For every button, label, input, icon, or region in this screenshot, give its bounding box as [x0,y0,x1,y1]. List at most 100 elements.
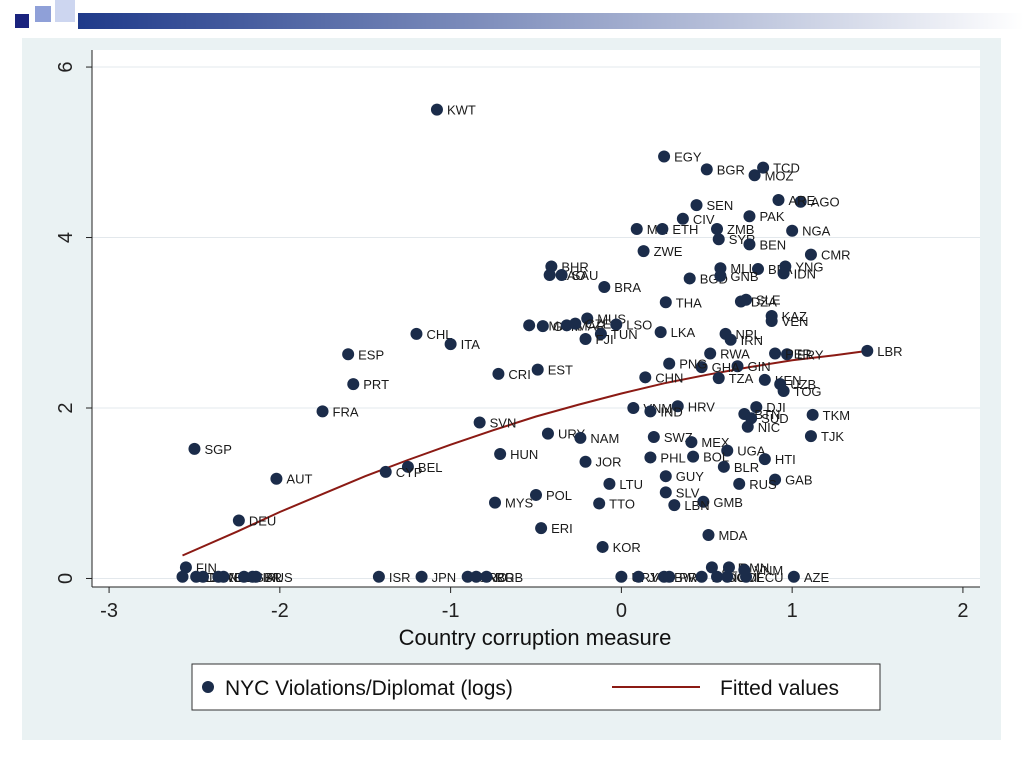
point-label: ECU [756,570,783,585]
point-label: SGP [204,442,231,457]
data-point [639,371,652,384]
data-point [704,347,717,360]
data-point [610,318,623,331]
point-label: PNG [679,357,707,372]
point-label: LBN [684,498,709,513]
point-label: ITA [461,337,481,352]
x-tick-label: 2 [957,600,968,622]
x-axis-title: Country corruption measure [399,625,672,650]
data-point [748,169,761,182]
point-label: TKM [823,408,850,423]
point-label: ERY [797,347,824,362]
data-point [659,486,672,499]
point-label: ISR [389,570,411,585]
data-point [347,378,360,391]
data-point [637,245,650,258]
data-point [712,372,725,385]
point-label: CHN [655,370,683,385]
point-label: PAK [759,209,784,224]
data-point [543,269,556,282]
point-label: GAB [785,473,812,488]
data-point [658,150,671,163]
data-point [270,472,283,485]
point-label: ETH [672,222,698,237]
point-label: BLR [734,460,759,475]
point-label: HTI [775,452,796,467]
plot-area [92,50,980,587]
axes [91,50,980,588]
data-point [659,296,672,309]
point-label: KOR [613,540,641,555]
point-label: ARG [486,570,514,585]
point-label: TCD [773,161,800,176]
point-label: GBR [254,570,282,585]
point-label: ERI [551,521,573,536]
point-label: ZMB [727,222,754,237]
point-label: VEN [782,314,809,329]
data-point [781,348,794,361]
data-point [705,561,718,574]
data-point [541,427,554,440]
point-label: SEN [707,198,734,213]
point-label: TOG [794,384,822,399]
point-label: LKA [671,325,696,340]
data-point [721,444,734,457]
point-label: MYS [505,496,534,511]
data-point [765,315,778,328]
point-label: FRA [333,404,359,419]
point-label: FJI [596,332,614,347]
y-tick-label: 2 [55,402,77,413]
point-label: EST [548,363,573,378]
y-tick-label: 4 [55,232,77,243]
point-label: THA [676,295,702,310]
data-point [690,199,703,212]
data-point [659,470,672,483]
header-square-light [55,0,75,22]
data-point [769,473,782,486]
x-tick-label: 1 [787,600,798,622]
point-label: RUS [749,477,777,492]
point-label: AGO [811,195,840,210]
data-point [772,194,785,207]
data-point [687,450,700,463]
data-point [593,497,606,510]
header-gradient-bar [78,13,1024,29]
data-point [697,495,710,508]
point-label: SLE [756,293,781,308]
legend-box [191,663,881,711]
legend-fit-label: Fitted values [720,677,839,700]
data-point [581,312,594,325]
data-point [656,223,669,235]
legend-point-marker [202,681,214,693]
point-label: MLI [730,261,752,276]
data-point [721,570,734,583]
data-point [743,238,756,251]
data-point [695,570,708,583]
data-point [603,477,616,490]
data-point [188,442,201,455]
point-label: DZA [751,294,777,309]
data-point [536,320,549,333]
data-point [494,448,507,461]
point-label: BHR [561,260,588,275]
point-label: BEN [759,237,786,252]
data-point [711,570,724,583]
data-point [683,272,696,285]
data-point [579,455,592,468]
data-point [574,431,587,444]
point-label: KWT [447,103,476,118]
legend-points-label: NYC Violations/Diplomat (logs) [225,677,513,700]
point-label: GUY [676,469,705,484]
point-label: BTN [754,407,780,422]
data-point [663,357,676,370]
data-point [615,570,628,583]
point-label: JPN [432,570,457,585]
data-point [379,465,392,478]
point-label: GHA [712,360,741,375]
data-point [217,570,230,583]
data-point [733,477,746,490]
point-label: BRB [496,570,523,585]
point-label: IRN [741,333,763,348]
data-point [806,408,819,421]
